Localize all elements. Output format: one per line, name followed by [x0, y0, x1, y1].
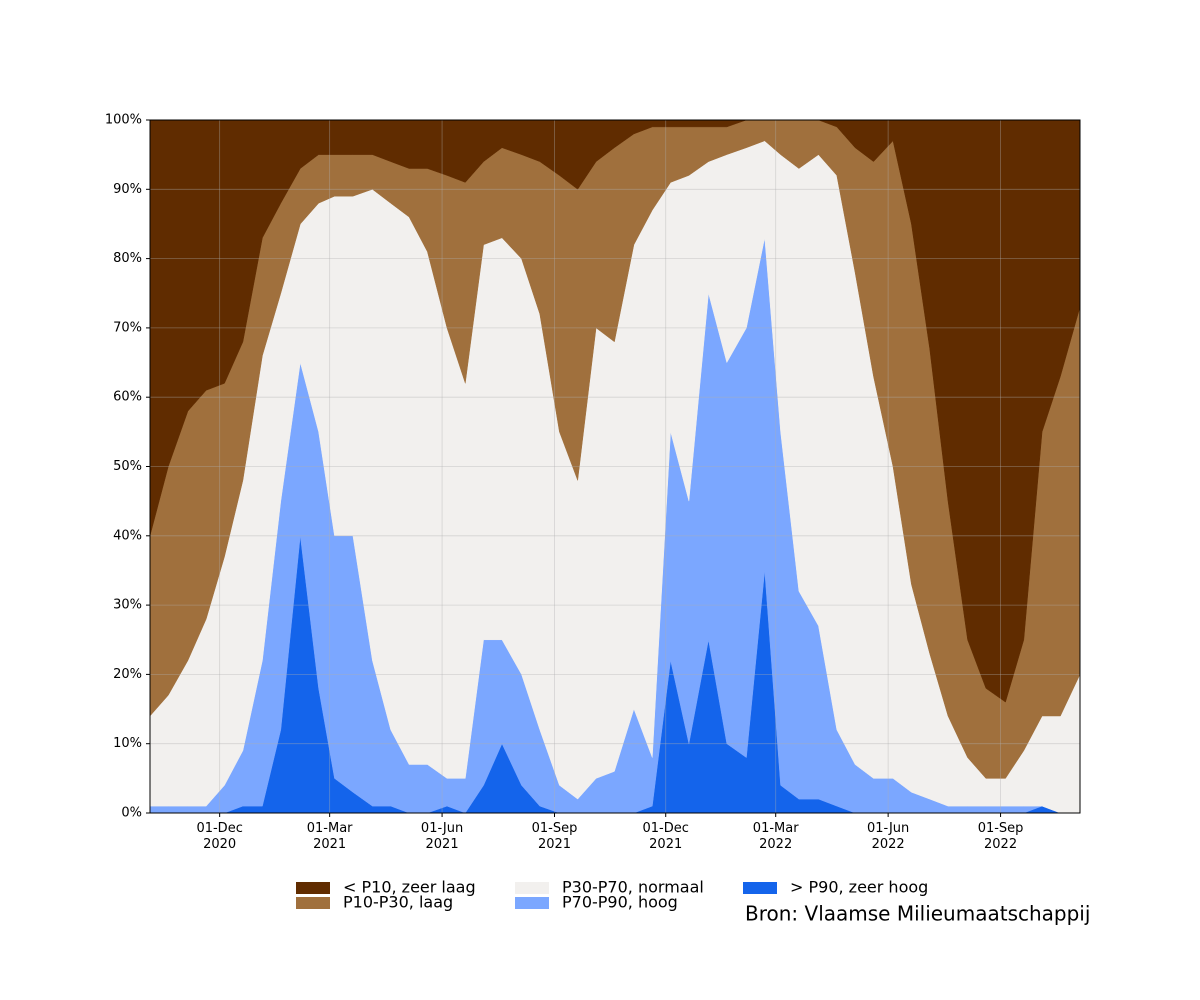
y-tick-label: 10%	[113, 736, 142, 751]
legend-swatch	[515, 882, 549, 894]
y-tick-label: 0%	[121, 806, 142, 821]
legend-swatch	[296, 897, 330, 909]
legend-label: P30-P70, normaal	[562, 878, 704, 897]
legend-label: > P90, zeer hoog	[790, 878, 928, 897]
y-tick-label: 50%	[113, 459, 142, 474]
y-tick-label: 60%	[113, 390, 142, 405]
legend-swatch	[743, 882, 777, 894]
y-tick-label: 90%	[113, 182, 142, 197]
legend-label: P70-P90, hoog	[562, 893, 678, 912]
y-tick-label: 30%	[113, 598, 142, 613]
legend-label: P10-P30, laag	[343, 893, 453, 912]
legend-label: < P10, zeer laag	[343, 878, 476, 897]
x-tick-label: 01-Mar 2022	[752, 821, 799, 852]
x-tick-label: 01-Dec 2020	[196, 821, 243, 852]
y-tick-label: 70%	[113, 320, 142, 335]
x-tick-label: 01-Mar 2021	[306, 821, 353, 852]
x-tick-label: 01-Sep 2021	[531, 821, 578, 852]
legend-swatch	[515, 897, 549, 909]
y-tick-label: 20%	[113, 667, 142, 682]
legend-swatch	[296, 882, 330, 894]
source-note: Bron: Vlaamse Milieumaatschappij	[745, 902, 1090, 926]
x-tick-label: 01-Jun 2022	[866, 821, 910, 852]
y-tick-label: 100%	[105, 113, 142, 128]
y-tick-label: 80%	[113, 251, 142, 266]
y-tick-label: 40%	[113, 528, 142, 543]
plot-frame	[149, 119, 1081, 814]
x-tick-label: 01-Sep 2022	[977, 821, 1024, 852]
x-tick-label: 01-Dec 2021	[642, 821, 689, 852]
x-tick-label: 01-Jun 2021	[420, 821, 464, 852]
